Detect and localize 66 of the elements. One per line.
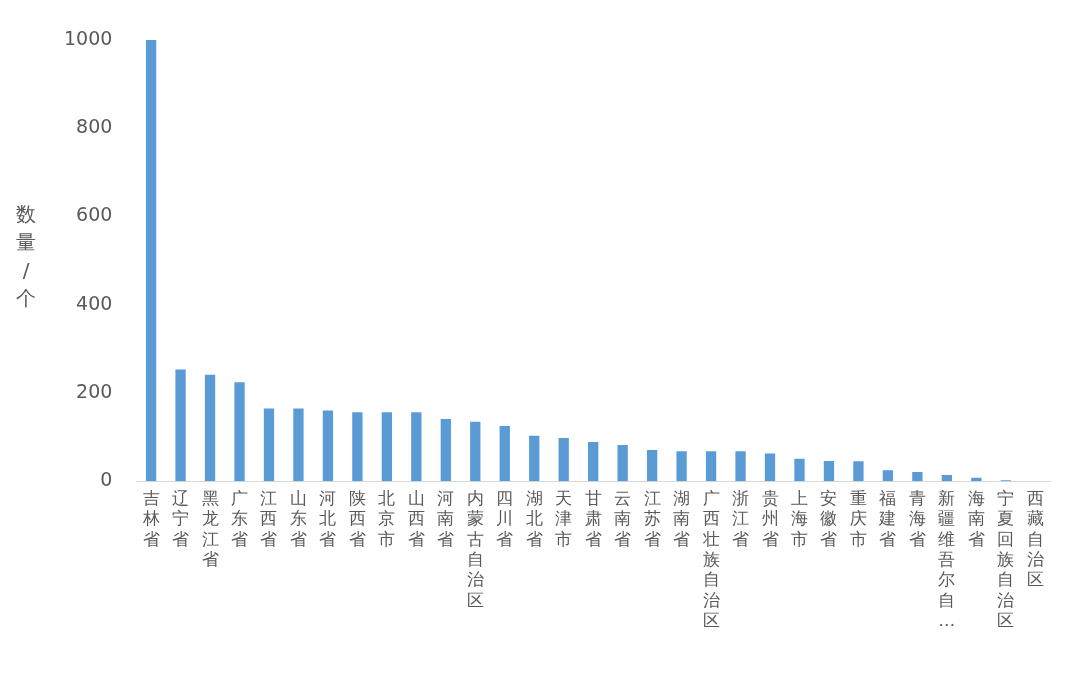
- bar: [823, 460, 835, 482]
- x-tick-label: 天津市: [555, 487, 573, 549]
- x-tick-label: 安徽省: [820, 487, 838, 549]
- x-tick-label: 海南省: [967, 487, 985, 549]
- x-tick-label: 陕西省: [348, 487, 366, 549]
- x-tick-label: 北京市: [378, 487, 396, 549]
- bar: [440, 418, 451, 482]
- y-tick-label: 1000: [63, 26, 113, 49]
- y-tick-label: 200: [76, 379, 113, 402]
- y-tick-label: 600: [76, 203, 113, 226]
- x-tick-label: 浙江省: [732, 487, 750, 549]
- x-tick-label: 江西省: [260, 487, 278, 549]
- bar: [941, 475, 952, 482]
- bar: [411, 412, 422, 482]
- bar: [263, 408, 275, 482]
- bar: [529, 435, 540, 482]
- x-tick-label: 新疆维吾尔自…: [938, 487, 956, 631]
- x-tick-label: 广西壮族自治区: [701, 487, 720, 631]
- x-tick-label: 青海省: [908, 487, 926, 549]
- x-tick-label: 湖南省: [673, 487, 691, 549]
- bar: [470, 421, 481, 482]
- x-tick-label: 西藏自治区: [1026, 487, 1044, 590]
- bar: [234, 382, 245, 482]
- bar: [646, 449, 658, 482]
- x-tick-label: 辽宁省: [172, 487, 190, 549]
- x-tick-label: 山西省: [407, 487, 425, 549]
- bar: [764, 453, 776, 482]
- bar: [853, 461, 864, 482]
- x-tick-label: 广东省: [231, 487, 249, 549]
- x-tick-label: 重庆市: [849, 487, 867, 549]
- x-tick-label: 贵州省: [761, 487, 779, 549]
- bar: [558, 437, 569, 482]
- y-tick-label: 400: [76, 291, 113, 314]
- y-axis-title: 数量/个: [15, 201, 37, 312]
- bar: [381, 412, 393, 482]
- bar: [794, 458, 805, 482]
- bar: [735, 451, 746, 482]
- bar: [293, 408, 304, 482]
- x-tick-label: 内蒙古自治区: [466, 487, 484, 610]
- bar: [617, 445, 628, 482]
- x-tick-label: 云南省: [614, 487, 632, 549]
- x-tick-label: 福建省: [878, 487, 897, 549]
- bar: [705, 451, 717, 482]
- x-tick-label: 黑龙江省: [201, 487, 219, 570]
- bar: [352, 412, 363, 482]
- bar: [676, 451, 687, 482]
- x-tick-label: 四川省: [496, 487, 514, 549]
- x-tick-label: 湖北省: [525, 487, 543, 549]
- bar: [499, 426, 510, 482]
- x-tick-label: 山东省: [289, 487, 307, 549]
- y-tick-label: 800: [76, 115, 113, 138]
- bar: [912, 471, 923, 482]
- x-tick-label: 江苏省: [643, 487, 661, 549]
- bar: [145, 40, 157, 482]
- x-tick-label: 宁夏回族自治区: [997, 487, 1015, 631]
- bar: [204, 374, 216, 482]
- bar: [175, 369, 186, 482]
- x-tick-label: 吉林省: [141, 487, 160, 549]
- bar: [882, 470, 894, 482]
- bar: [588, 441, 599, 482]
- x-tick-label: 河南省: [437, 487, 455, 549]
- x-tick-label: 河北省: [319, 487, 337, 549]
- x-tick-label: 甘肃省: [584, 487, 602, 549]
- x-tick-label: 上海市: [790, 487, 808, 549]
- bar: [322, 410, 334, 482]
- y-tick-label: 0: [100, 468, 113, 491]
